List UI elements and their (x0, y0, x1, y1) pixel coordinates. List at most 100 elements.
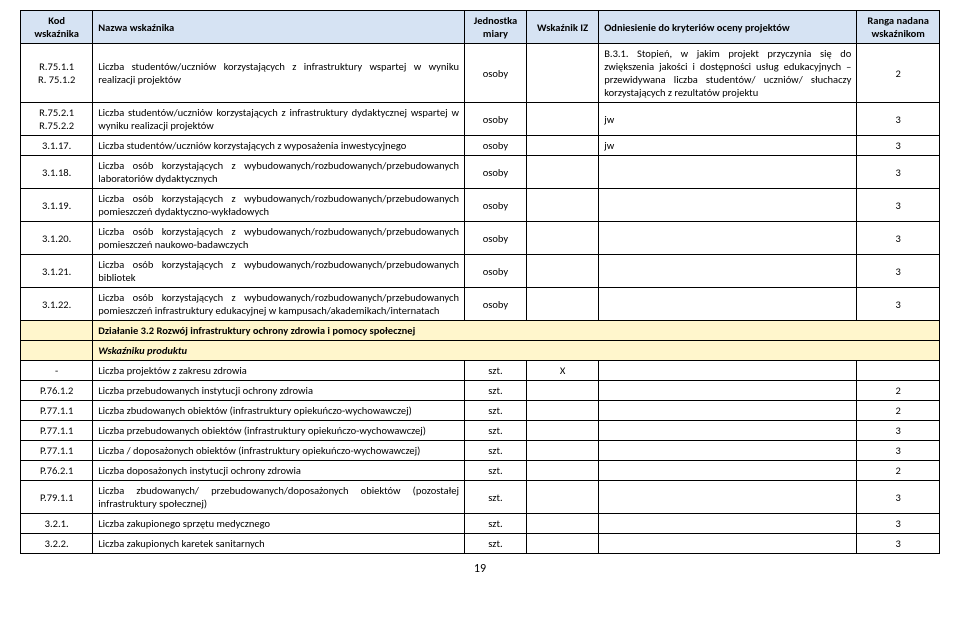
cell-ranga: 3 (857, 103, 940, 136)
cell-odn: jw (599, 136, 857, 156)
cell-iz (526, 288, 598, 321)
cell-kod: P.77.1.1 (21, 401, 93, 421)
table-row: P.77.1.1Liczba przebudowanych obiektów (… (21, 421, 940, 441)
table-row: R.75.2.1R.75.2.2Liczba studentów/uczniów… (21, 103, 940, 136)
cell-jm: szt. (464, 534, 526, 554)
cell-ranga: 2 (857, 461, 940, 481)
cell-kod: 3.1.19. (21, 189, 93, 222)
table-row: 3.2.2.Liczba zakupionych karetek sanitar… (21, 534, 940, 554)
cell-odn (599, 534, 857, 554)
cell-iz (526, 534, 598, 554)
cell-odn: jw (599, 103, 857, 136)
header-row: Kod wskaźnika Nazwa wskaźnika Jednostka … (21, 11, 940, 44)
cell-jm: szt. (464, 441, 526, 461)
cell-iz (526, 441, 598, 461)
cell-iz (526, 189, 598, 222)
cell-ranga: 3 (857, 481, 940, 514)
cell-ranga: 3 (857, 222, 940, 255)
cell-odn (599, 514, 857, 534)
cell-ranga: 3 (857, 288, 940, 321)
cell-jm: szt. (464, 421, 526, 441)
table-row: 3.1.20.Liczba osób korzystających z wybu… (21, 222, 940, 255)
th-ranga: Ranga nadana wskaźnikom (857, 11, 940, 44)
cell-iz (526, 136, 598, 156)
table-row: R.75.1.1R. 75.1.2Liczba studentów/ucznió… (21, 44, 940, 103)
cell-nazwa: Liczba przebudowanych instytucji ochrony… (93, 381, 465, 401)
th-iz: Wskaźnik IZ (526, 11, 598, 44)
cell-iz (526, 255, 598, 288)
page-number: 19 (20, 562, 940, 576)
cell-iz (526, 401, 598, 421)
cell-odn (599, 401, 857, 421)
cell-jm: osoby (464, 136, 526, 156)
cell-odn: B.3.1. Stopień, w jakim projekt przyczyn… (599, 44, 857, 103)
cell-kod: 3.1.22. (21, 288, 93, 321)
cell-nazwa: Liczba osób korzystających z wybudowanyc… (93, 156, 465, 189)
cell-ranga (857, 361, 940, 381)
cell-odn (599, 481, 857, 514)
cell-nazwa: Liczba osób korzystających z wybudowanyc… (93, 189, 465, 222)
table-row: P.76.1.2Liczba przebudowanych instytucji… (21, 381, 940, 401)
cell-jm: osoby (464, 255, 526, 288)
cell-nazwa: Liczba przebudowanych obiektów (infrastr… (93, 421, 465, 441)
th-kod: Kod wskaźnika (21, 11, 93, 44)
cell-jm: osoby (464, 156, 526, 189)
table-row: 3.1.18.Liczba osób korzystających z wybu… (21, 156, 940, 189)
cell-odn (599, 255, 857, 288)
th-odn: Odniesienie do kryteriów oceny projektów (599, 11, 857, 44)
cell-odn (599, 189, 857, 222)
cell-kod: P.79.1.1 (21, 481, 93, 514)
table-row: P.79.1.1Liczba zbudowanych/ przebudowany… (21, 481, 940, 514)
table-row: P.77.1.1Liczba zbudowanych obiektów (inf… (21, 401, 940, 421)
cell-iz (526, 514, 598, 534)
cell-kod: 3.1.20. (21, 222, 93, 255)
cell-iz: X (526, 361, 598, 381)
cell-ranga: 2 (857, 381, 940, 401)
cell-ranga: 2 (857, 44, 940, 103)
cell-iz (526, 421, 598, 441)
indicators-table: Kod wskaźnika Nazwa wskaźnika Jednostka … (20, 10, 940, 554)
cell-ranga: 3 (857, 189, 940, 222)
cell-jm: szt. (464, 461, 526, 481)
table-row: 3.1.19.Liczba osób korzystających z wybu… (21, 189, 940, 222)
cell-ranga: 3 (857, 156, 940, 189)
cell-nazwa: Liczba studentów/uczniów korzystających … (93, 136, 465, 156)
cell-ranga: 3 (857, 136, 940, 156)
cell-iz (526, 222, 598, 255)
cell-kod: 3.2.2. (21, 534, 93, 554)
cell-jm: osoby (464, 222, 526, 255)
cell-nazwa: Liczba osób korzystających z wybudowanyc… (93, 255, 465, 288)
cell-iz (526, 381, 598, 401)
cell-iz (526, 481, 598, 514)
cell-odn (599, 421, 857, 441)
cell-kod: P.77.1.1 (21, 441, 93, 461)
th-jm: Jednostka miary (464, 11, 526, 44)
cell-iz (526, 44, 598, 103)
cell-iz (526, 156, 598, 189)
cell-jm: szt. (464, 381, 526, 401)
cell-nazwa: Liczba studentów/uczniów korzystających … (93, 44, 465, 103)
cell-kod: 3.1.21. (21, 255, 93, 288)
cell-jm: osoby (464, 189, 526, 222)
cell-ranga: 2 (857, 401, 940, 421)
section-dzialanie: Działanie 3.2 Rozwój infrastruktury ochr… (21, 321, 940, 341)
cell-ranga: 3 (857, 255, 940, 288)
table-row: 3.2.1.Liczba zakupionego sprzętu medyczn… (21, 514, 940, 534)
cell-kod: P.76.1.2 (21, 381, 93, 401)
cell-ranga: 3 (857, 534, 940, 554)
cell-ranga: 3 (857, 514, 940, 534)
cell-odn (599, 288, 857, 321)
table-row: 3.1.17.Liczba studentów/uczniów korzysta… (21, 136, 940, 156)
cell-odn (599, 461, 857, 481)
table-row: 3.1.22.Liczba osób korzystających z wybu… (21, 288, 940, 321)
cell-jm: szt. (464, 481, 526, 514)
cell-jm: szt. (464, 361, 526, 381)
section-dzialanie-label: Działanie 3.2 Rozwój infrastruktury ochr… (93, 321, 940, 341)
cell-jm: osoby (464, 44, 526, 103)
cell-nazwa: Liczba zakupionych karetek sanitarnych (93, 534, 465, 554)
table-row: 3.1.21.Liczba osób korzystających z wybu… (21, 255, 940, 288)
section-wskazniku-label: Wskaźniku produktu (93, 341, 940, 361)
cell-jm: szt. (464, 514, 526, 534)
cell-kod: 3.2.1. (21, 514, 93, 534)
cell-odn (599, 381, 857, 401)
